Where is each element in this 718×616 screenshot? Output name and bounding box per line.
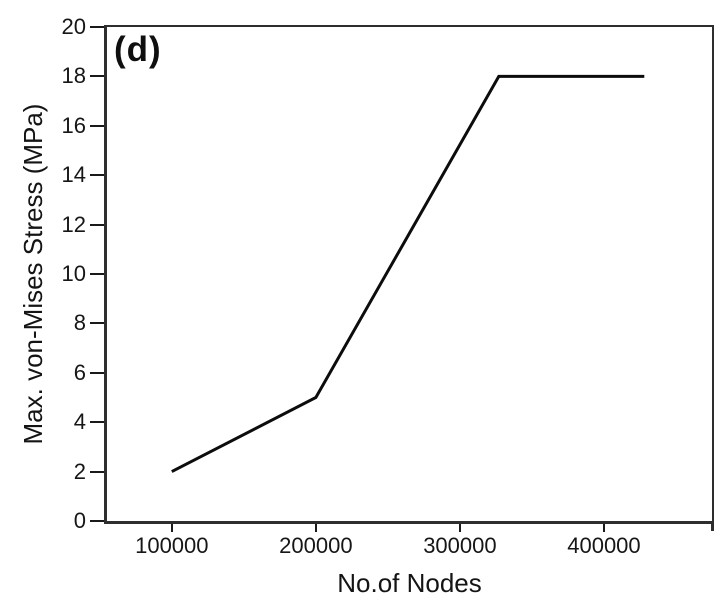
x-tick-mark — [170, 524, 173, 532]
y-tick-label: 12 — [61, 211, 86, 237]
y-axis-title: Max. von-Mises Stress (MPa) — [18, 103, 48, 445]
y-tick-mark — [90, 75, 104, 78]
x-tick-label: 200000 — [279, 533, 353, 558]
y-tick-label: 18 — [61, 63, 86, 89]
y-tick-mark — [90, 124, 104, 127]
x-tick-mark — [458, 524, 461, 532]
plot-area: (d) 0 2 4 6 8 10 12 14 16 18 20 100000 200000 300000… — [18, 16, 714, 596]
y-tick-label: 14 — [61, 162, 86, 188]
y-tick-mark — [90, 371, 104, 374]
y-tick-mark — [90, 26, 104, 28]
y-tick-mark — [90, 421, 104, 424]
y-tick-label: 6 — [73, 359, 86, 385]
y-tick-mark — [90, 223, 104, 226]
panel-label: (d) — [114, 30, 162, 69]
x-tick-mark — [314, 524, 317, 532]
y-tick-label: 16 — [61, 112, 86, 138]
x-axis-title: No.of Nodes — [337, 568, 482, 598]
y-tick-label: 20 — [61, 14, 86, 39]
x-tick-label: 300000 — [423, 533, 497, 558]
y-tick-mark — [90, 273, 104, 275]
y-tick-label: 2 — [73, 458, 86, 484]
y-tick-label: 8 — [73, 310, 86, 336]
x-tick-mark — [602, 524, 605, 532]
axis-end-tick — [711, 524, 714, 531]
y-tick-label: 4 — [73, 409, 86, 435]
x-tick-label: 100000 — [135, 533, 209, 558]
y-tick-mark — [90, 520, 104, 522]
y-tick-mark — [90, 174, 104, 177]
x-tick-label: 400000 — [567, 533, 641, 558]
y-tick-mark — [90, 470, 104, 473]
max-von-mises-stress-line — [172, 76, 645, 471]
y-tick-label: 0 — [73, 508, 86, 533]
data-line-layer — [107, 27, 712, 521]
y-tick-label: 10 — [61, 261, 86, 286]
y-tick-mark — [90, 322, 104, 325]
